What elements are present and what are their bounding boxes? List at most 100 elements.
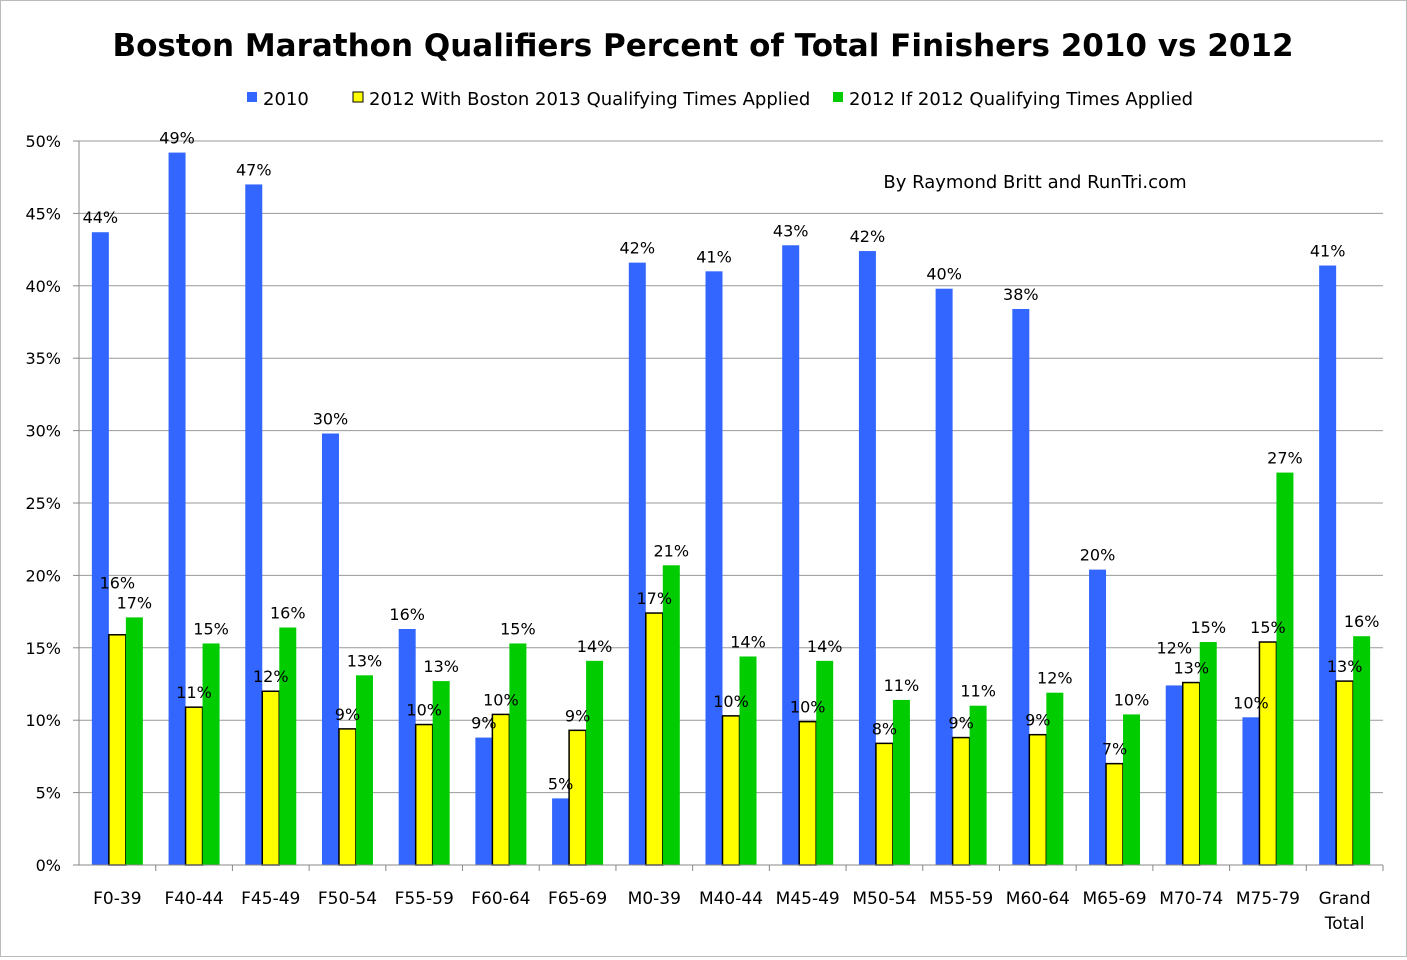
bar-2010 [782, 245, 800, 866]
bar-2010 [705, 271, 723, 865]
data-label: 30% [313, 409, 349, 428]
bar-2010 [1012, 308, 1030, 865]
data-labels: 44%16%17%49%11%15%47%12%16%30%9%13%16%10… [83, 129, 1380, 794]
x-tick-label: M60-64 [1006, 889, 1070, 909]
data-label: 14% [730, 632, 766, 651]
x-tick-label: F0-39 [93, 889, 141, 909]
bar-2012-2012-times [1046, 692, 1064, 865]
bar-2010 [1165, 685, 1183, 865]
bar-2012-2012-times [816, 660, 834, 865]
bar-2012-2013-times [491, 713, 511, 866]
bar-2012-2013-times [568, 729, 587, 866]
data-label: 44% [83, 208, 119, 227]
data-label: 17% [637, 589, 673, 608]
bar-2012-2012-times [739, 656, 757, 865]
bar-2012-2012-times [432, 681, 450, 865]
x-tick-label: M75-79 [1236, 889, 1300, 909]
data-label: 27% [1267, 449, 1303, 468]
x-tick-label: F45-49 [241, 889, 300, 909]
data-label: 20% [1080, 546, 1116, 565]
y-tick-label: 10% [25, 711, 61, 730]
legend-swatch [833, 92, 843, 102]
data-label: 9% [948, 714, 973, 733]
legend-label: 2012 If 2012 Qualifying Times Applied [849, 89, 1193, 110]
x-tick-label: M70-74 [1159, 889, 1223, 909]
data-label: 15% [1190, 618, 1226, 637]
x-tick-label: F55-59 [395, 889, 454, 909]
x-tick-label: Grand [1319, 889, 1371, 909]
y-tick-label: 45% [25, 204, 61, 223]
bar-2012-2012-times [279, 627, 297, 865]
legend-swatch [352, 91, 364, 103]
x-tick-label: F65-69 [548, 889, 607, 909]
bar-2010 [398, 628, 416, 865]
bar-2010 [552, 798, 570, 865]
x-tick-label: Total [1324, 914, 1365, 934]
bar-2010 [1089, 569, 1107, 865]
y-tick-label: 20% [25, 566, 61, 585]
data-label: 43% [773, 221, 809, 240]
data-label: 13% [347, 651, 383, 670]
data-label: 12% [253, 667, 289, 686]
y-tick-label: 15% [25, 639, 61, 658]
data-label: 15% [500, 619, 536, 638]
bar-2012-2013-times [1105, 762, 1124, 866]
legend-swatch [247, 92, 257, 102]
bar-2012-2012-times [1123, 714, 1141, 865]
data-label: 41% [1310, 242, 1346, 261]
data-label: 42% [850, 227, 886, 246]
bar-2012-2012-times [969, 705, 987, 865]
data-label: 14% [807, 637, 843, 656]
data-label: 15% [193, 619, 229, 638]
x-tick-label: F50-54 [318, 889, 377, 909]
x-tick-label: F40-44 [164, 889, 223, 909]
bar-2012-2012-times [1276, 472, 1294, 865]
data-label: 21% [654, 541, 690, 560]
bar-2012-2012-times [586, 660, 604, 865]
bar-2010 [245, 184, 263, 865]
bar-2010 [1319, 265, 1337, 865]
bar-2012-2012-times [662, 565, 680, 865]
x-tick-label: M55-59 [929, 889, 993, 909]
data-label: 10% [483, 690, 519, 709]
data-label: 11% [960, 682, 996, 701]
data-label: 14% [577, 637, 613, 656]
data-label: 11% [884, 676, 920, 695]
data-label: 9% [565, 706, 590, 725]
data-label: 10% [1233, 693, 1269, 712]
data-label: 10% [713, 692, 749, 711]
data-label: 11% [176, 683, 212, 702]
data-label: 41% [696, 247, 732, 266]
data-label: 38% [1003, 285, 1039, 304]
bar-2012-2013-times [108, 634, 127, 866]
bar-2010 [91, 232, 109, 865]
bar-2010 [628, 262, 646, 866]
bar-2012-2012-times [1199, 642, 1217, 865]
x-tick-label: M45-49 [776, 889, 840, 909]
data-label: 10% [1114, 690, 1150, 709]
bar-2012-2012-times [509, 643, 527, 865]
x-tick-label: F60-64 [471, 889, 530, 909]
legend-label: 2010 [263, 89, 309, 110]
bar-2012-2012-times [125, 617, 143, 865]
bar-2012-2013-times [875, 742, 894, 866]
data-label: 15% [1250, 618, 1286, 637]
bar-2012-2013-times [338, 728, 357, 866]
bar-2012-2013-times [1181, 681, 1201, 866]
data-label: 16% [389, 605, 425, 624]
y-tick-label: 35% [25, 349, 61, 368]
data-label: 13% [1173, 659, 1209, 678]
data-label: 16% [100, 573, 136, 592]
x-tick-label: M0-39 [628, 889, 681, 909]
chart-title: Boston Marathon Qualifiers Percent of To… [112, 28, 1293, 64]
data-label: 9% [1025, 711, 1050, 730]
data-label: 9% [471, 714, 496, 733]
bar-2012-2013-times [1335, 680, 1354, 866]
bar-2012-2013-times [1028, 733, 1048, 866]
gridlines [79, 140, 1383, 866]
data-label: 49% [159, 129, 195, 148]
y-tick-label: 30% [25, 422, 61, 441]
data-label: 12% [1156, 639, 1192, 658]
